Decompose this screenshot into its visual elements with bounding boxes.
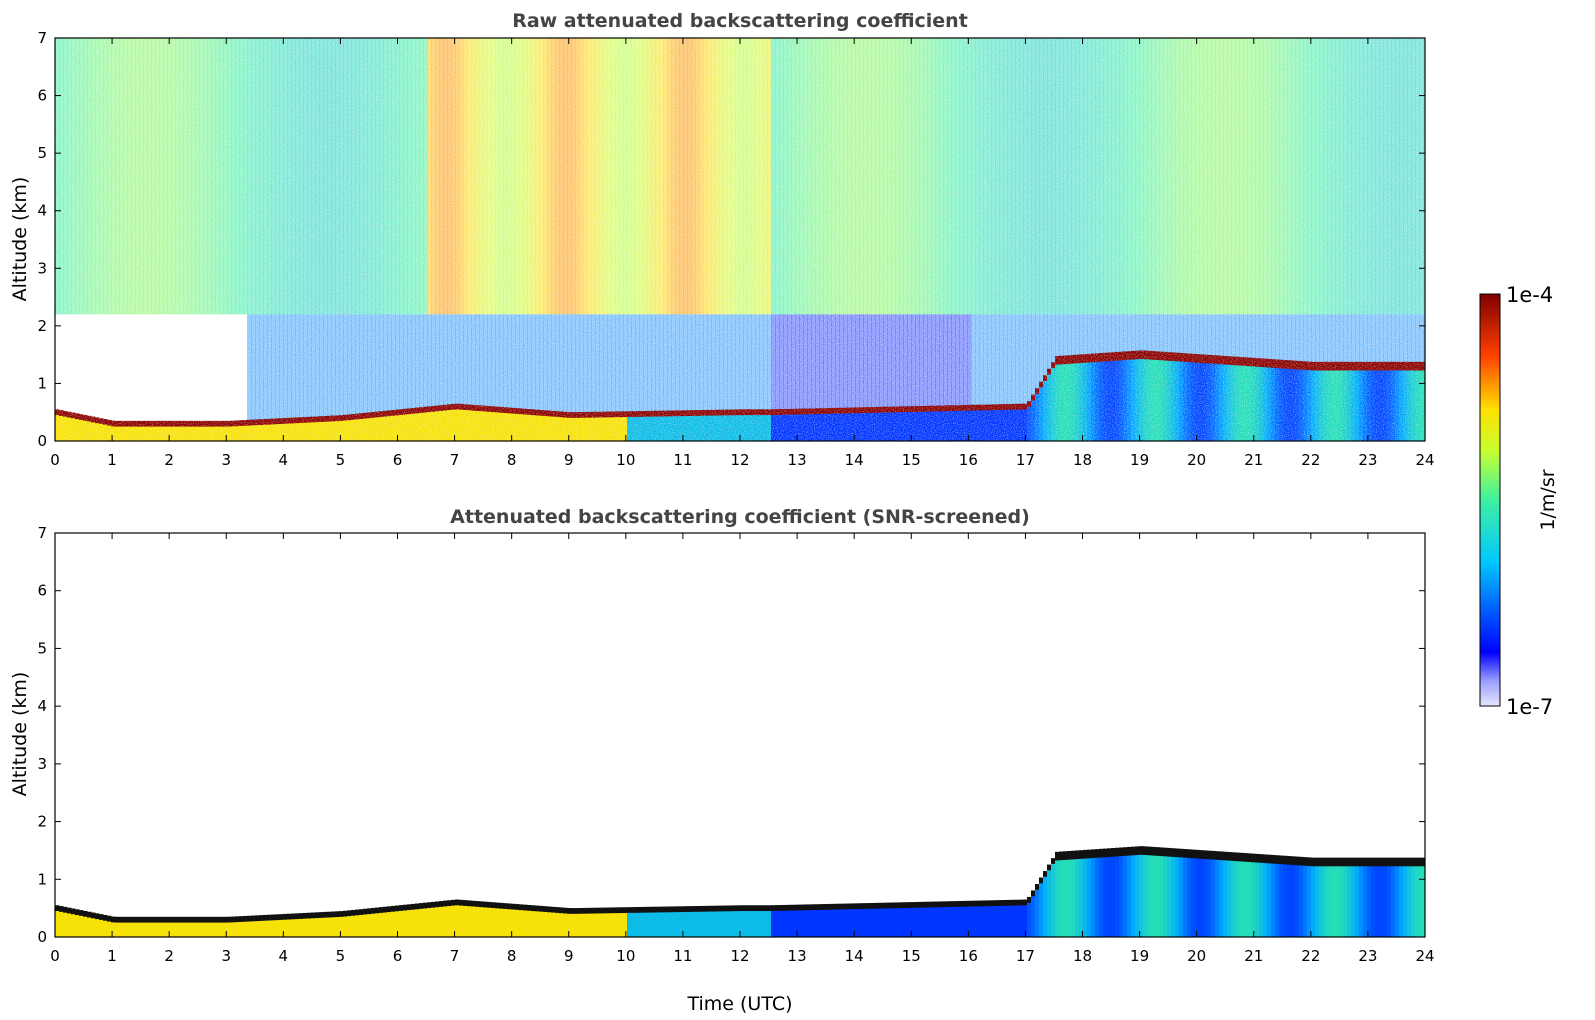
- x-tick-label: 11: [673, 947, 692, 965]
- y-tick-label: 2: [37, 813, 47, 831]
- x-tick-label: 3: [221, 947, 231, 965]
- x-tick-label: 1: [107, 451, 117, 469]
- y-tick-label: 4: [37, 202, 47, 220]
- x-tick-label: 0: [50, 947, 60, 965]
- x-tick-label: 22: [1301, 947, 1320, 965]
- snr-screened-panel: Attenuated backscattering coefficient (S…: [9, 506, 1435, 1015]
- x-tick-label: 5: [336, 451, 346, 469]
- x-tick-label: 4: [279, 947, 289, 965]
- x-tick-label: 12: [730, 947, 749, 965]
- x-tick-label: 16: [959, 947, 978, 965]
- colorbar-gradient: [1479, 293, 1501, 707]
- x-tick-label: 20: [1187, 947, 1206, 965]
- x-tick-label: 0: [50, 451, 60, 469]
- x-tick-label: 5: [336, 947, 346, 965]
- y-tick-label: 4: [37, 697, 47, 715]
- panel1-title: Raw attenuated backscattering coefficien…: [512, 10, 968, 32]
- panel2-plot-area: 0 1 2 3 4 5 6 7 8 9 10 11 12 13 14 15 16 17 18 19 20 21 22 23 24…: [37, 524, 1434, 965]
- y-tick-label: 6: [37, 582, 47, 600]
- x-tick-label: 9: [564, 947, 574, 965]
- x-tick-label: 18: [1073, 451, 1092, 469]
- panel2-xlabel: Time (UTC): [686, 993, 792, 1015]
- colorbar-unit-label: 1/m/sr: [1537, 469, 1559, 530]
- y-tick-label: 1: [37, 870, 47, 888]
- x-tick-label: 13: [788, 451, 807, 469]
- x-tick-label: 6: [393, 947, 403, 965]
- x-tick-label: 12: [730, 451, 749, 469]
- x-tick-label: 23: [1358, 947, 1377, 965]
- y-tick-label: 6: [37, 87, 47, 105]
- y-tick-label: 3: [37, 259, 47, 277]
- x-tick-label: 8: [507, 947, 517, 965]
- x-tick-label: 15: [902, 947, 921, 965]
- x-tick-label: 21: [1244, 947, 1263, 965]
- x-tick-label: 4: [279, 451, 289, 469]
- x-tick-label: 3: [221, 451, 231, 469]
- y-tick-label: 5: [37, 639, 47, 657]
- panel2-ylabel: Altitude (km): [9, 672, 31, 797]
- x-tick-label: 2: [164, 947, 174, 965]
- heatmap-field: [55, 846, 1425, 937]
- x-tick-label: 20: [1187, 451, 1206, 469]
- x-tick-label: 23: [1358, 451, 1377, 469]
- x-tick-label: 22: [1301, 451, 1320, 469]
- colorbar-max-label: 1e-4: [1506, 283, 1553, 307]
- x-tick-label: 18: [1073, 947, 1092, 965]
- x-tick-label: 17: [1016, 947, 1035, 965]
- x-tick-label: 15: [902, 451, 921, 469]
- x-tick-label: 21: [1244, 451, 1263, 469]
- x-tick-label: 10: [616, 947, 635, 965]
- colorbar-min-label: 1e-7: [1506, 695, 1553, 719]
- x-tick-label: 14: [845, 947, 864, 965]
- x-tick-label: 13: [788, 947, 807, 965]
- x-tick-label: 19: [1130, 451, 1149, 469]
- y-tick-label: 2: [37, 317, 47, 335]
- y-tick-label: 0: [37, 432, 47, 450]
- y-tick-label: 0: [37, 928, 47, 946]
- x-tick-label: 7: [450, 947, 460, 965]
- x-tick-label: 9: [564, 451, 574, 469]
- x-tick-label: 1: [107, 947, 117, 965]
- x-tick-label: 24: [1415, 947, 1434, 965]
- x-tick-label: 8: [507, 451, 517, 469]
- x-tick-label: 2: [164, 451, 174, 469]
- heatmap-field: [55, 38, 1425, 441]
- x-tick-label: 24: [1415, 451, 1434, 469]
- panel1-plot-area: 0 1 2 3 4 5 6 7 8 9 10 11 12 13 14 15 16 17 18 19 20 21 22 23 24…: [37, 29, 1434, 469]
- y-tick-label: 7: [37, 524, 47, 542]
- x-tick-label: 17: [1016, 451, 1035, 469]
- x-tick-label: 7: [450, 451, 460, 469]
- raw-backscatter-panel: Raw attenuated backscattering coefficien…: [9, 10, 1435, 469]
- x-tick-label: 10: [616, 451, 635, 469]
- panel1-ylabel: Altitude (km): [9, 177, 31, 302]
- x-tick-label: 6: [393, 451, 403, 469]
- x-tick-label: 16: [959, 451, 978, 469]
- y-tick-label: 5: [37, 144, 47, 162]
- x-tick-label: 19: [1130, 947, 1149, 965]
- panel2-title: Attenuated backscattering coefficient (S…: [450, 506, 1030, 528]
- y-tick-label: 3: [37, 755, 47, 773]
- x-tick-label: 14: [845, 451, 864, 469]
- y-tick-label: 7: [37, 29, 47, 47]
- x-tick-label: 11: [673, 451, 692, 469]
- y-tick-label: 1: [37, 374, 47, 392]
- colorbar: 1e-4 1e-7 1/m/sr: [1479, 283, 1559, 719]
